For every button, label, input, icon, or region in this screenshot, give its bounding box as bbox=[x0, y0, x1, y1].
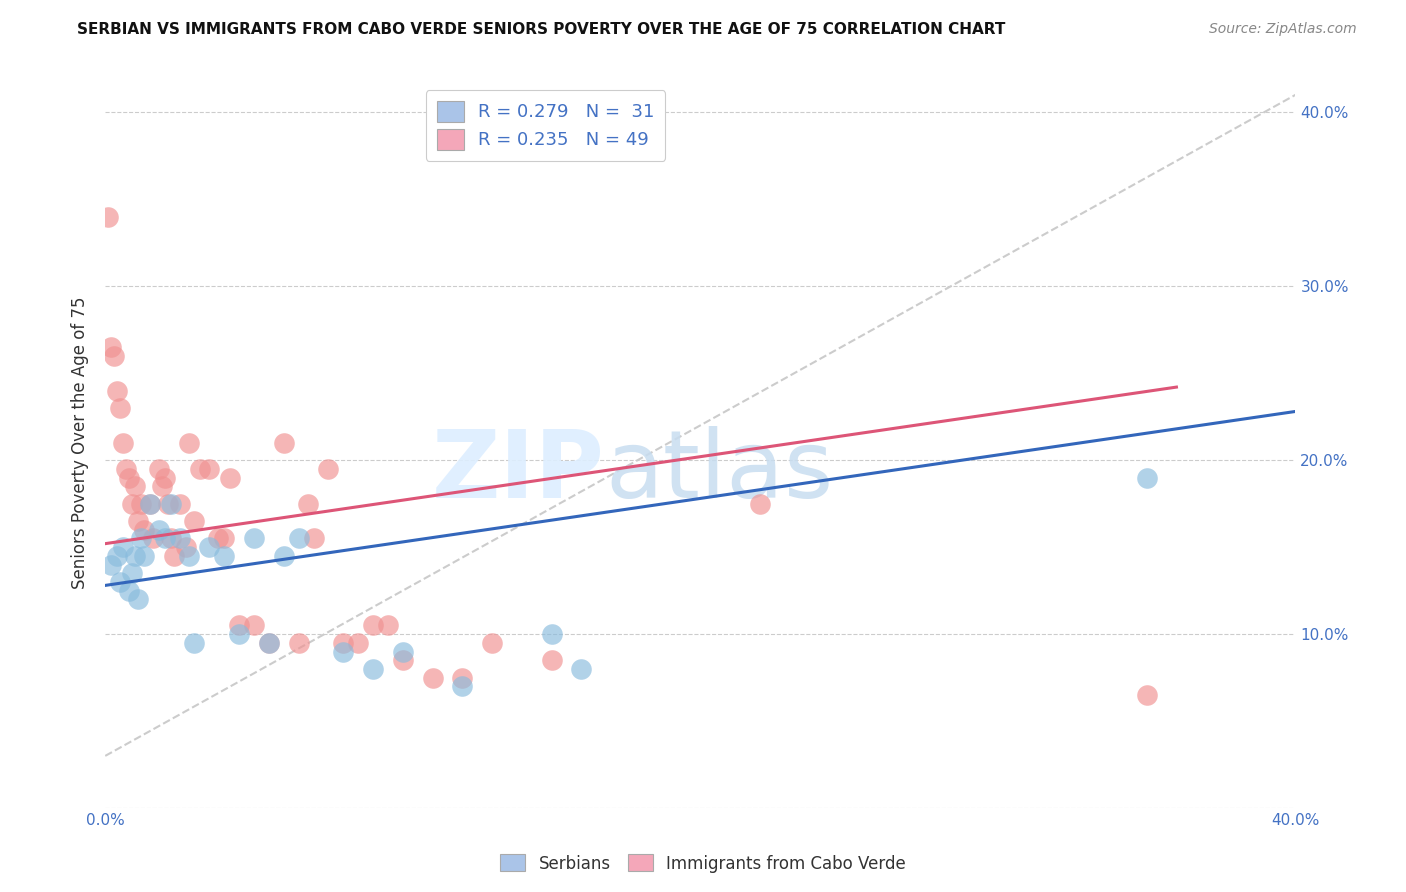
Point bbox=[243, 532, 266, 546]
Point bbox=[108, 574, 131, 589]
Point bbox=[1136, 688, 1159, 702]
Point bbox=[169, 497, 191, 511]
Point bbox=[148, 523, 170, 537]
Point bbox=[156, 497, 179, 511]
Point bbox=[105, 549, 128, 563]
Point bbox=[183, 636, 205, 650]
Point bbox=[121, 497, 143, 511]
Point bbox=[139, 497, 162, 511]
Point bbox=[159, 497, 181, 511]
Point bbox=[100, 340, 122, 354]
Point bbox=[129, 532, 152, 546]
Point bbox=[115, 462, 138, 476]
Point bbox=[129, 497, 152, 511]
Point bbox=[177, 549, 200, 563]
Point bbox=[540, 627, 562, 641]
Point bbox=[174, 540, 197, 554]
Point bbox=[318, 462, 340, 476]
Point bbox=[127, 514, 149, 528]
Point bbox=[132, 523, 155, 537]
Point bbox=[105, 384, 128, 398]
Text: SERBIAN VS IMMIGRANTS FROM CABO VERDE SENIORS POVERTY OVER THE AGE OF 75 CORRELA: SERBIAN VS IMMIGRANTS FROM CABO VERDE SE… bbox=[77, 22, 1005, 37]
Point bbox=[540, 653, 562, 667]
Point bbox=[142, 532, 165, 546]
Point bbox=[451, 679, 474, 693]
Point bbox=[169, 532, 191, 546]
Point bbox=[228, 627, 250, 641]
Point bbox=[177, 435, 200, 450]
Point bbox=[377, 618, 399, 632]
Point bbox=[212, 549, 235, 563]
Point bbox=[219, 470, 242, 484]
Point bbox=[422, 671, 444, 685]
Point bbox=[287, 532, 309, 546]
Point bbox=[243, 618, 266, 632]
Point bbox=[451, 671, 474, 685]
Point bbox=[127, 592, 149, 607]
Point bbox=[163, 549, 186, 563]
Point bbox=[257, 636, 280, 650]
Point bbox=[287, 636, 309, 650]
Point bbox=[1136, 470, 1159, 484]
Point bbox=[97, 210, 120, 224]
Point bbox=[332, 644, 354, 658]
Text: atlas: atlas bbox=[605, 426, 834, 518]
Y-axis label: Seniors Poverty Over the Age of 75: Seniors Poverty Over the Age of 75 bbox=[72, 296, 89, 589]
Point bbox=[103, 349, 125, 363]
Text: Source: ZipAtlas.com: Source: ZipAtlas.com bbox=[1209, 22, 1357, 37]
Point bbox=[112, 540, 135, 554]
Point bbox=[150, 479, 173, 493]
Point bbox=[112, 435, 135, 450]
Point bbox=[481, 636, 503, 650]
Point bbox=[332, 636, 354, 650]
Point bbox=[159, 532, 181, 546]
Point bbox=[569, 662, 592, 676]
Legend: Serbians, Immigrants from Cabo Verde: Serbians, Immigrants from Cabo Verde bbox=[494, 847, 912, 880]
Point bbox=[748, 497, 770, 511]
Point bbox=[124, 479, 146, 493]
Point bbox=[153, 532, 176, 546]
Point bbox=[257, 636, 280, 650]
Point bbox=[118, 470, 141, 484]
Point bbox=[100, 558, 122, 572]
Point bbox=[198, 540, 221, 554]
Point bbox=[297, 497, 319, 511]
Point bbox=[228, 618, 250, 632]
Point bbox=[207, 532, 229, 546]
Text: ZIP: ZIP bbox=[432, 426, 605, 518]
Point bbox=[153, 470, 176, 484]
Legend: R = 0.279   N =  31, R = 0.235   N = 49: R = 0.279 N = 31, R = 0.235 N = 49 bbox=[426, 90, 665, 161]
Point bbox=[139, 497, 162, 511]
Point bbox=[121, 566, 143, 581]
Point bbox=[108, 401, 131, 415]
Point bbox=[198, 462, 221, 476]
Point bbox=[347, 636, 370, 650]
Point bbox=[391, 644, 413, 658]
Point bbox=[391, 653, 413, 667]
Point bbox=[273, 435, 295, 450]
Point bbox=[302, 532, 325, 546]
Point bbox=[190, 462, 212, 476]
Point bbox=[124, 549, 146, 563]
Point bbox=[118, 583, 141, 598]
Point bbox=[273, 549, 295, 563]
Point bbox=[212, 532, 235, 546]
Point bbox=[361, 662, 384, 676]
Point bbox=[132, 549, 155, 563]
Point bbox=[361, 618, 384, 632]
Point bbox=[183, 514, 205, 528]
Point bbox=[148, 462, 170, 476]
